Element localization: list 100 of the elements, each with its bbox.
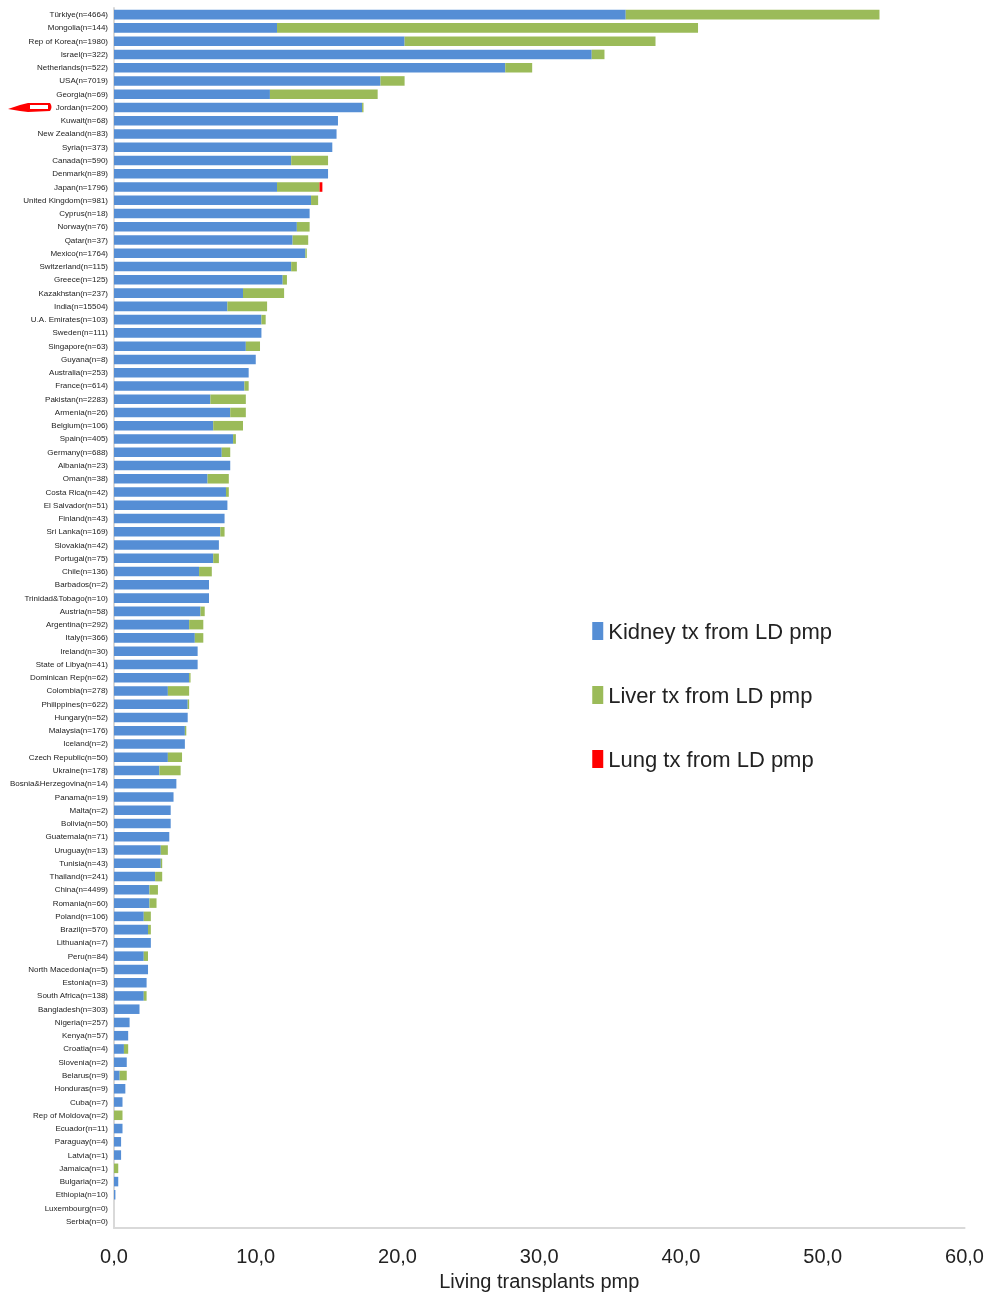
y-tick-label: Armenia(n=26) <box>54 407 109 417</box>
bar <box>194 633 204 643</box>
y-tick-label: Jamaica(n=1) <box>59 1163 109 1173</box>
y-tick-label: Thailand(n=241) <box>49 872 109 882</box>
bar <box>243 288 285 298</box>
bar <box>114 527 221 537</box>
bar <box>114 1004 140 1014</box>
bar <box>625 9 880 20</box>
y-tick-label: Romania(n=60) <box>52 898 109 908</box>
y-tick-label: Estonia(n=3) <box>62 978 109 988</box>
bar <box>213 553 219 564</box>
y-tick-label: Switzerland(n=115) <box>39 262 109 272</box>
bar <box>282 275 287 285</box>
bar <box>114 871 156 882</box>
y-tick-label: Oman(n=38) <box>62 474 109 484</box>
y-tick-label: France(n=614) <box>55 381 109 391</box>
x-axis-title: Living transplants pmp <box>439 1269 640 1292</box>
y-tick-label: Pakistan(n=2283) <box>45 394 109 404</box>
bar <box>148 924 151 935</box>
y-tick-label: Italy(n=366) <box>65 633 109 643</box>
y-tick-label: Uruguay(n=13) <box>54 845 109 855</box>
y-tick-label: Kazakhstan(n=237) <box>38 288 109 298</box>
bar <box>210 394 246 404</box>
y-tick-label: Georgia(n=69) <box>56 89 109 99</box>
bar <box>114 248 306 259</box>
bar <box>220 527 225 537</box>
y-tick-label: Netherlands(n=522) <box>37 63 109 73</box>
bar <box>143 991 147 1001</box>
bar <box>114 36 405 46</box>
y-tick-label: Finland(n=43) <box>58 514 109 524</box>
x-tick-label: 60,0 <box>945 1245 985 1267</box>
bar <box>114 1070 120 1081</box>
y-tick-label: Hungary(n=52) <box>54 712 109 722</box>
bar <box>114 182 278 192</box>
y-tick-label: Ireland(n=30) <box>60 646 109 656</box>
bar <box>149 885 158 895</box>
legend-label: Liver tx from LD pmp <box>608 682 813 708</box>
bar <box>114 89 270 99</box>
bar <box>114 991 144 1001</box>
bar <box>114 142 333 153</box>
bar <box>114 381 245 391</box>
bar <box>114 699 188 709</box>
bar <box>114 739 185 749</box>
bar <box>114 911 144 922</box>
y-tick-label: Kenya(n=57) <box>61 1031 109 1041</box>
bar <box>114 208 310 219</box>
bar <box>114 155 292 166</box>
bar <box>114 222 297 232</box>
bar <box>114 447 222 458</box>
y-tick-label: Dominican Rep(n=62) <box>29 673 109 683</box>
bar <box>114 858 161 869</box>
y-tick-label: Bangladesh(n=303) <box>37 1004 109 1014</box>
bar <box>230 407 246 418</box>
bar <box>114 301 228 312</box>
bar <box>114 1057 127 1068</box>
y-tick-label: Norway(n=76) <box>57 222 109 232</box>
bar <box>114 288 243 298</box>
y-tick-label: Serbia(n=0) <box>65 1216 109 1226</box>
bar <box>114 1044 124 1054</box>
bar <box>245 341 261 351</box>
bar <box>114 235 293 245</box>
y-tick-label: USA(n=7019) <box>59 76 109 86</box>
y-tick-label: China(n=4499) <box>54 885 109 895</box>
bar <box>114 593 209 603</box>
bar <box>114 646 198 656</box>
legend-label: Kidney tx from LD pmp <box>608 618 832 644</box>
bar <box>114 1083 126 1094</box>
bar <box>114 1123 123 1134</box>
bar <box>114 487 226 497</box>
y-tick-label: Sri Lanka(n=169) <box>46 527 109 537</box>
bar <box>114 49 592 60</box>
bar <box>114 460 231 471</box>
bar <box>114 473 208 484</box>
bar <box>114 672 190 683</box>
y-tick-label: North Macedonia(n=5) <box>28 964 109 974</box>
bar <box>114 195 312 206</box>
y-tick-label: Cuba(n=7) <box>69 1097 109 1107</box>
y-tick-label: Germany(n=688) <box>47 447 109 457</box>
y-tick-label: Argentina(n=292) <box>45 620 109 630</box>
y-tick-label: Denmark(n=89) <box>52 169 109 179</box>
x-tick-label: 10,0 <box>236 1245 276 1267</box>
bar <box>114 553 214 564</box>
y-tick-label: Guatemala(n=71) <box>45 832 109 842</box>
bar <box>114 354 256 365</box>
bar <box>114 818 171 829</box>
y-tick-label: Greece(n=125) <box>53 275 109 285</box>
y-tick-label: South Africa(n=138) <box>37 991 109 1001</box>
bar <box>213 420 243 431</box>
bar <box>114 434 234 444</box>
y-tick-label: Slovakia(n=42) <box>54 540 109 550</box>
bar <box>114 951 144 961</box>
bar <box>159 765 181 776</box>
y-tick-label: Lithuania(n=7) <box>56 938 109 948</box>
y-tick-label: Belarus(n=9) <box>61 1071 109 1080</box>
bar <box>404 36 656 46</box>
y-tick-label: Qatar(n=37) <box>64 235 109 245</box>
y-tick-label: Mongolia(n=144) <box>47 23 109 33</box>
bar <box>199 566 212 577</box>
bar <box>114 686 168 696</box>
bar <box>114 62 506 73</box>
